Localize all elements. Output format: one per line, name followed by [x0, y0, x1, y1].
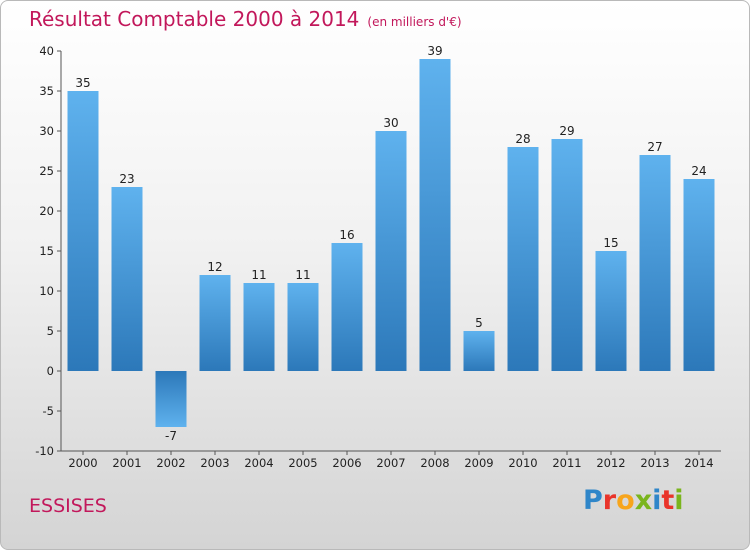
proxiti-logo: Proxiti	[583, 485, 684, 516]
bar-2004	[243, 283, 275, 371]
x-tick-label: 2001	[112, 456, 141, 470]
x-tick-label: 2005	[288, 456, 317, 470]
x-tick-label: 2006	[332, 456, 361, 470]
bar-2013	[639, 155, 671, 371]
x-tick-label: 2011	[552, 456, 581, 470]
bar-value-label: 16	[339, 228, 354, 242]
x-tick-label: 2002	[156, 456, 185, 470]
bar-2005	[287, 283, 319, 371]
bar-2010	[507, 147, 539, 371]
y-tick-label: 20	[39, 204, 54, 218]
y-tick-label: 35	[39, 84, 54, 98]
bar-value-label: 35	[75, 76, 90, 90]
x-tick-label: 2004	[244, 456, 273, 470]
bar-value-label: 15	[603, 236, 618, 250]
logo-letter: i	[652, 485, 662, 516]
bar-value-label: -7	[165, 429, 177, 443]
x-tick-label: 2003	[200, 456, 229, 470]
chart-title: Résultat Comptable 2000 à 2014 (en millie…	[29, 7, 462, 31]
bar-2012	[595, 251, 627, 371]
bar-value-label: 11	[251, 268, 266, 282]
y-tick-label: 0	[47, 364, 54, 378]
bar-value-label: 30	[383, 116, 398, 130]
logo-letter: P	[583, 485, 603, 516]
chart-subtitle: (en milliers d'€)	[367, 15, 462, 29]
y-tick-label: -10	[35, 444, 54, 458]
y-tick-label: 5	[47, 324, 54, 338]
bar-2007	[375, 131, 407, 371]
commune-name: ESSISES	[29, 495, 107, 517]
y-tick-label: 40	[39, 44, 54, 58]
bar-2001	[111, 187, 143, 371]
bar-2000	[67, 91, 99, 371]
bar-2008	[419, 59, 451, 371]
x-tick-label: 2014	[684, 456, 713, 470]
bar-2006	[331, 243, 363, 371]
y-tick-label: -5	[43, 404, 54, 418]
bar-2003	[199, 275, 231, 371]
x-tick-label: 2010	[508, 456, 537, 470]
bar-value-label: 28	[515, 132, 530, 146]
x-tick-label: 2012	[596, 456, 625, 470]
x-tick-label: 2000	[68, 456, 97, 470]
logo-letter: x	[634, 485, 653, 516]
logo-letter: o	[616, 485, 635, 516]
bar-value-label: 24	[691, 164, 706, 178]
bar-value-label: 29	[559, 124, 574, 138]
y-tick-label: 15	[39, 244, 54, 258]
logo-letter: r	[602, 485, 617, 516]
bar-2011	[551, 139, 583, 371]
bar-2009	[463, 331, 495, 371]
bar-value-label: 12	[207, 260, 222, 274]
y-tick-label: 25	[39, 164, 54, 178]
bar-2014	[683, 179, 715, 371]
logo-letter: i	[674, 485, 684, 516]
x-tick-label: 2007	[376, 456, 405, 470]
bar-value-label: 27	[647, 140, 662, 154]
chart-title-text: Résultat Comptable 2000 à 2014	[29, 7, 360, 31]
x-tick-label: 2009	[464, 456, 493, 470]
y-tick-label: 30	[39, 124, 54, 138]
bar-value-label: 5	[475, 316, 483, 330]
bar-2002	[155, 371, 187, 427]
x-tick-label: 2013	[640, 456, 669, 470]
chart-bars: 35 23 -7 12 11 11 16 30 39 5 28 29 15 27 24	[67, 44, 715, 443]
x-tick-label: 2008	[420, 456, 449, 470]
bar-value-label: 23	[119, 172, 134, 186]
logo-letter: t	[661, 485, 675, 516]
bar-value-label: 39	[427, 44, 442, 58]
chart-axes: -10 -5 0 5 10 15 20 25 30 35 40 2000 2001 2002 2003 200…	[35, 44, 721, 470]
y-tick-label: 10	[39, 284, 54, 298]
bar-value-label: 11	[295, 268, 310, 282]
